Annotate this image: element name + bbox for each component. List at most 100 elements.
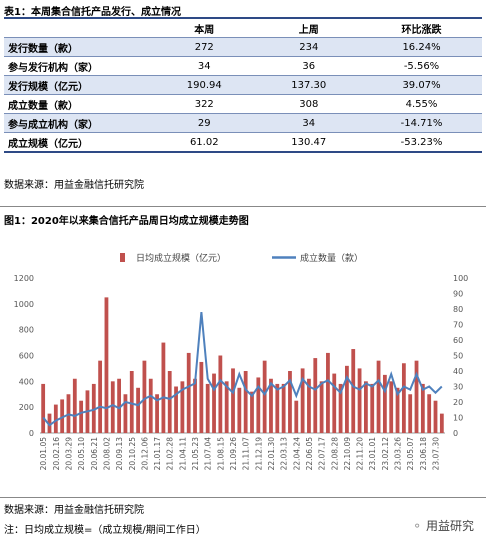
y-tick-label: 600 — [19, 352, 34, 361]
table-cell: 39.07% — [361, 75, 482, 95]
bar — [237, 387, 242, 433]
bar — [41, 383, 46, 433]
row-label: 参与发行机构（家） — [4, 56, 152, 76]
bar — [433, 400, 438, 433]
bar — [319, 381, 324, 433]
divider — [0, 497, 486, 498]
x-tick-label: 21.12.19 — [254, 437, 263, 471]
bar — [123, 394, 128, 433]
bar — [262, 360, 267, 433]
bar — [401, 363, 406, 433]
x-tick-label: 23.05.07 — [406, 437, 415, 471]
bar — [389, 381, 394, 433]
table-row: 成立数量（款） 322 308 4.55% — [4, 94, 482, 114]
chart-title: 图1：2020年以来集合信托产品周日均成立规模走势图 — [4, 216, 249, 227]
bar — [47, 413, 52, 433]
bar — [193, 378, 197, 433]
bar — [414, 360, 419, 433]
y2-tick-label: 80 — [453, 305, 463, 314]
bar — [161, 342, 166, 433]
bar — [155, 394, 159, 433]
header-cell — [4, 17, 152, 38]
x-tick-label: 23.03.26 — [394, 437, 403, 471]
bar — [199, 361, 204, 433]
x-tick-label: 22.06.05 — [305, 437, 314, 471]
y2-tick-label: 90 — [453, 290, 463, 299]
bar — [281, 383, 286, 433]
table-cell: 36 — [256, 56, 362, 76]
table-cell: 34 — [256, 113, 362, 133]
bar — [148, 378, 153, 433]
bar — [326, 352, 330, 433]
y2-tick-label: 40 — [453, 367, 463, 376]
bar — [224, 381, 229, 433]
table-cell: 322 — [152, 94, 257, 114]
bar — [300, 368, 305, 433]
x-tick-label: 23.07.30 — [432, 437, 441, 471]
x-tick-label: 20.09.13 — [115, 437, 124, 471]
bar — [212, 373, 216, 433]
y2-tick-label: 0 — [453, 429, 458, 438]
bar — [186, 352, 191, 433]
y2-tick-label: 10 — [453, 414, 463, 423]
table-source: 数据来源：用益金融信托研究院 — [4, 180, 144, 191]
bar — [351, 349, 356, 433]
bar — [231, 368, 235, 433]
y2-tick-label: 50 — [453, 352, 463, 361]
y2-tick-label: 20 — [453, 398, 463, 407]
x-tick-label: 20.08.02 — [102, 437, 111, 471]
x-tick-label: 20.10.25 — [128, 437, 137, 471]
y-tick-label: 1000 — [14, 300, 34, 309]
bar — [288, 371, 292, 433]
legend-label: 成立数量（款） — [300, 252, 363, 264]
x-tick-label: 20.02.16 — [52, 437, 61, 471]
x-tick-label: 21.11.07 — [242, 437, 251, 471]
bar — [395, 387, 400, 433]
x-tick-label: 21.05.23 — [191, 437, 200, 471]
header-cell: 环比涨跌 — [361, 17, 482, 38]
table-row: 成立规模（亿元） 61.02 130.47 -53.23% — [4, 132, 482, 153]
table-row: 发行规模（亿元） 190.94 137.30 39.07% — [4, 75, 482, 95]
divider — [0, 206, 486, 207]
watermark: ⚬ 用益研究 — [412, 519, 474, 533]
bar — [167, 371, 172, 433]
bar — [345, 365, 349, 433]
table-cell: 29 — [152, 113, 257, 133]
bar — [129, 371, 134, 433]
chart: 0 200 400 600 800 1000 1200 0 10 20 30 40 50 60 70 80 90… — [14, 252, 469, 471]
x-tick-label: 22.10.09 — [343, 437, 352, 471]
x-tick-label: 23.01.01 — [368, 437, 377, 471]
bar — [91, 383, 96, 433]
y2-tick-label: 60 — [453, 336, 463, 345]
bar — [205, 383, 210, 433]
legend-label: 日均成立规模（亿元） — [136, 252, 226, 264]
bar — [136, 387, 140, 433]
bar — [98, 360, 103, 433]
table-cell: -5.56% — [361, 56, 482, 76]
bar — [104, 297, 109, 433]
y-tick-label: 800 — [19, 326, 34, 335]
y-tick-label: 0 — [29, 429, 34, 438]
table-cell: -14.71% — [361, 113, 482, 133]
bar — [117, 378, 121, 433]
x-tick-label: 22.03.13 — [280, 437, 289, 471]
bar — [53, 404, 58, 433]
row-label: 发行规模（亿元） — [4, 75, 152, 95]
table-cell: 61.02 — [152, 132, 257, 153]
bar — [338, 383, 343, 433]
row-label: 成立规模（亿元） — [4, 132, 152, 153]
y-tick-label: 1200 — [14, 274, 34, 283]
table-cell: 308 — [256, 94, 362, 114]
bar — [408, 394, 413, 433]
bar — [376, 360, 381, 433]
header-cell: 上周 — [256, 17, 362, 38]
x-tick-label: 20.01.05 — [39, 437, 48, 471]
bar — [218, 355, 223, 433]
bar — [370, 383, 375, 433]
x-tick-label: 20.12.06 — [140, 437, 149, 471]
x-tick-label: 22.01.30 — [267, 437, 276, 471]
bar — [250, 391, 254, 433]
bar — [439, 413, 444, 433]
bar — [142, 360, 147, 433]
